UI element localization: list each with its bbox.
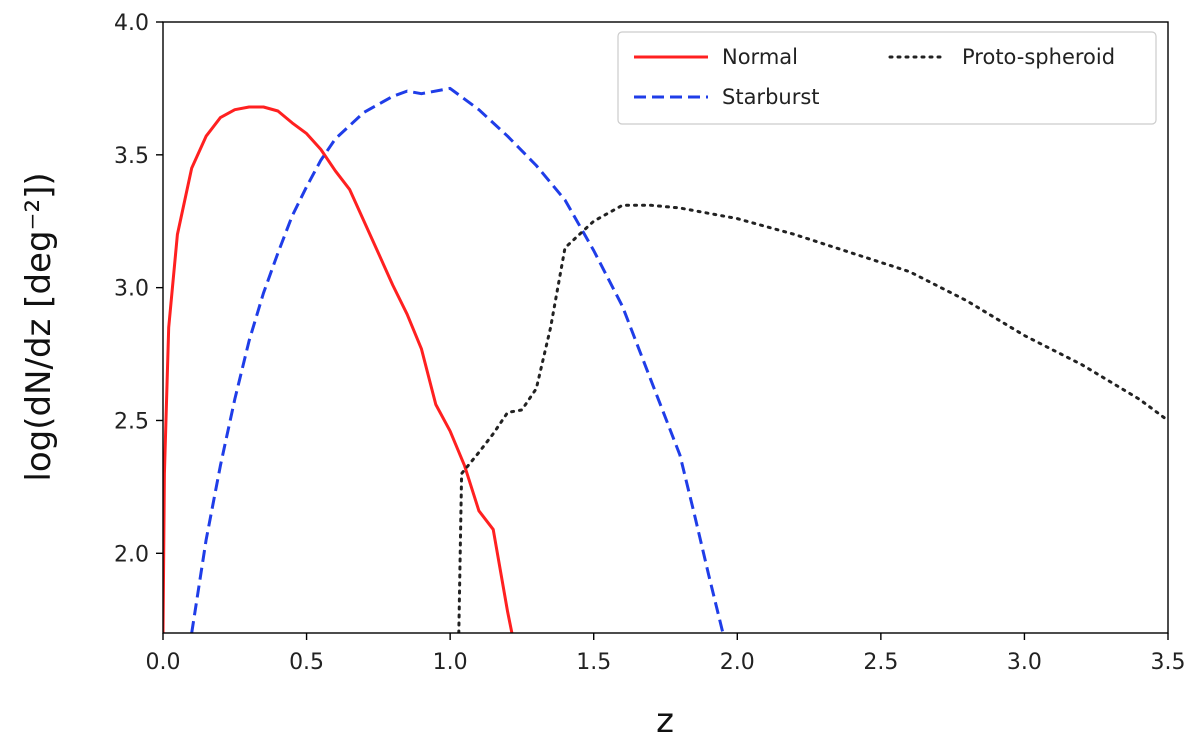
- x-tick-label: 1.5: [576, 650, 611, 675]
- x-tick-label: 1.0: [433, 650, 468, 675]
- x-tick-label: 3.0: [1007, 650, 1042, 675]
- y-tick-label: 2.0: [114, 542, 149, 567]
- x-tick-label: 0.0: [146, 650, 181, 675]
- x-tick-label: 3.5: [1151, 650, 1186, 675]
- plot-frame: [162, 21, 1169, 634]
- legend-label-normal: Normal: [722, 45, 798, 69]
- series-layer: [163, 86, 1168, 633]
- series-line-starburst: [190, 86, 725, 633]
- x-tick-label: 2.5: [863, 650, 898, 675]
- x-tick-label: 0.5: [289, 650, 324, 675]
- y-tick-label: 2.5: [114, 409, 149, 434]
- x-tick-label: 2.0: [720, 650, 755, 675]
- y-tick-label: 3.0: [114, 277, 149, 302]
- series-line-normal: [163, 105, 514, 633]
- legend: Normal Starburst Proto-spheroid: [617, 31, 1157, 125]
- x-axis-label: z: [656, 701, 674, 741]
- legend-frame: [617, 31, 1157, 125]
- y-axis: 2.0 2.5 3.0 3.5 4.0: [114, 11, 163, 567]
- legend-label-starburst: Starburst: [722, 85, 820, 109]
- legend-label-proto-spheroid: Proto-spheroid: [962, 45, 1115, 69]
- series-line-proto-spheroid: [457, 203, 1168, 633]
- y-axis-label: log(dN/dz [deg⁻²]): [19, 172, 59, 481]
- y-tick-label: 3.5: [114, 144, 149, 169]
- x-axis: 0.0 0.5 1.0 1.5 2.0 2.5 3.0 3.5: [146, 633, 1186, 675]
- y-tick-label: 4.0: [114, 11, 149, 36]
